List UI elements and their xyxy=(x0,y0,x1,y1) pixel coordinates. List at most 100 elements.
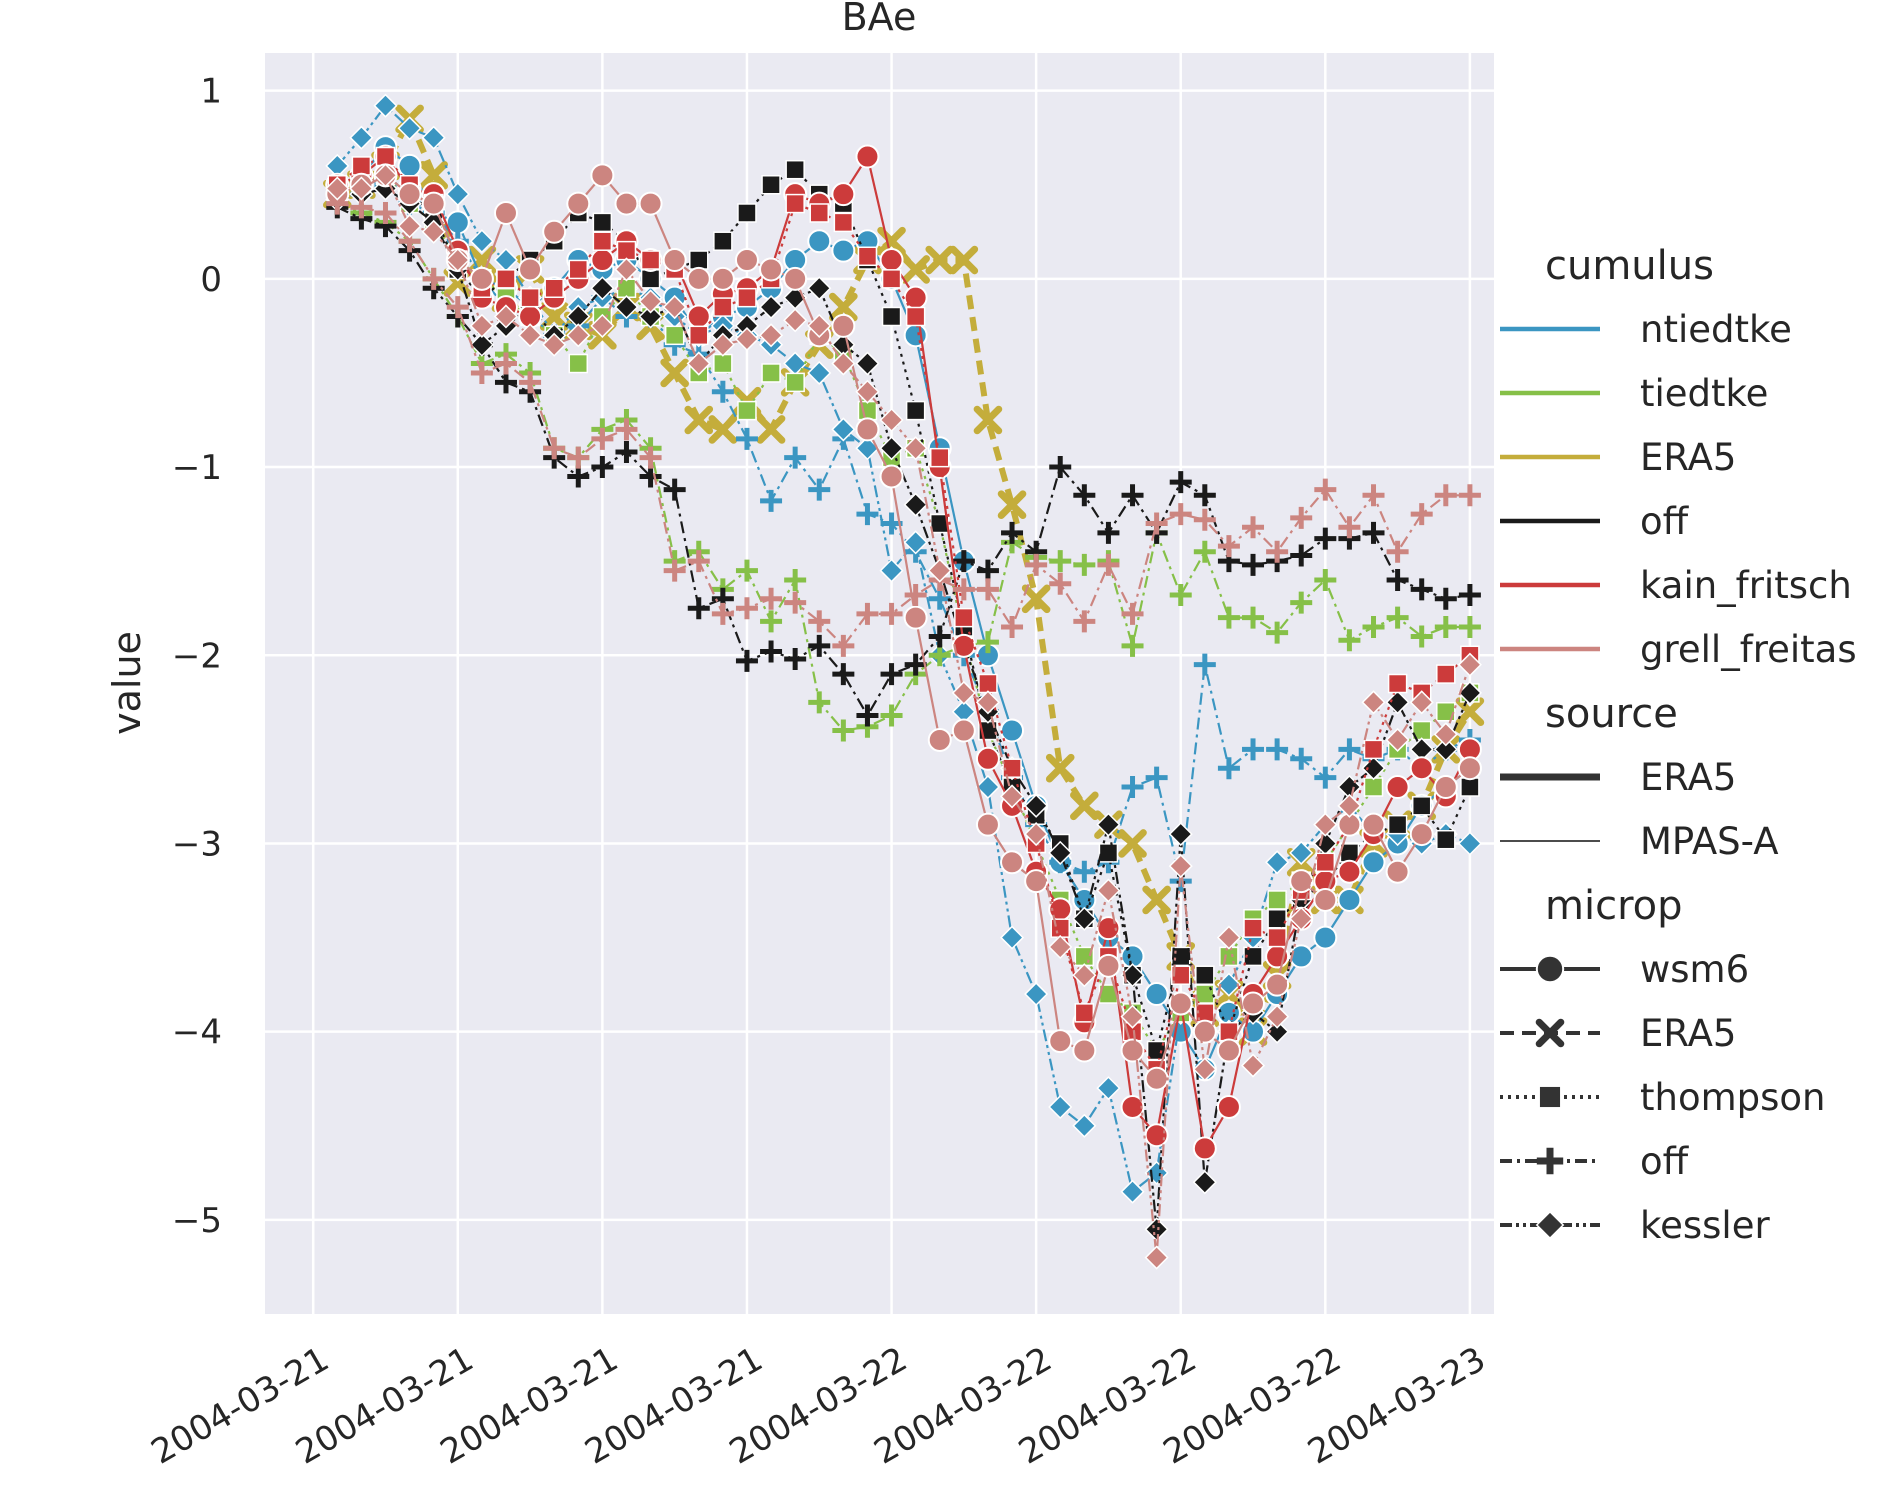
data-point xyxy=(1168,991,1193,1016)
data-point xyxy=(737,203,757,223)
data-point xyxy=(1168,822,1193,847)
data-point xyxy=(1267,890,1287,910)
data-point xyxy=(1314,568,1337,591)
data-point xyxy=(566,323,591,348)
data-point xyxy=(831,313,856,338)
data-point xyxy=(760,489,783,512)
data-point xyxy=(614,295,639,320)
data-point xyxy=(735,649,758,672)
data-point xyxy=(1217,535,1240,558)
data-point xyxy=(1096,953,1121,978)
data-point xyxy=(1049,456,1072,479)
data-point xyxy=(904,584,927,607)
data-point xyxy=(1313,812,1338,837)
data-point xyxy=(856,704,879,727)
data-point xyxy=(1118,829,1147,858)
data-point xyxy=(879,558,904,583)
data-point xyxy=(520,287,540,308)
data-point xyxy=(421,125,446,150)
data-point xyxy=(1144,1245,1169,1270)
data-point xyxy=(1168,854,1193,879)
data-point xyxy=(951,633,976,658)
data-point xyxy=(855,379,880,404)
data-point xyxy=(1193,508,1216,531)
data-point xyxy=(1097,521,1120,544)
data-point xyxy=(1385,859,1410,884)
data-point xyxy=(928,587,951,610)
y-tick-label: −2 xyxy=(172,636,222,676)
data-point xyxy=(1195,984,1215,1004)
data-point xyxy=(1144,1123,1169,1148)
data-point xyxy=(973,405,1003,435)
data-point xyxy=(758,323,784,348)
data-point xyxy=(880,663,903,686)
data-point xyxy=(784,568,807,591)
data-point xyxy=(1073,610,1096,633)
data-point xyxy=(879,248,904,273)
data-point xyxy=(493,200,518,225)
data-point xyxy=(856,602,879,625)
data-point xyxy=(761,174,781,195)
data-point xyxy=(879,407,904,433)
data-point xyxy=(397,214,422,239)
data-point xyxy=(373,163,398,188)
data-point xyxy=(901,255,930,284)
data-point xyxy=(493,304,519,329)
data-point xyxy=(976,578,999,601)
series-layer xyxy=(322,93,1485,1270)
data-point xyxy=(1073,860,1096,883)
data-point xyxy=(1242,738,1265,761)
data-point xyxy=(1001,616,1024,639)
data-point xyxy=(1024,981,1049,1007)
data-point xyxy=(496,269,516,289)
data-point xyxy=(469,313,494,338)
data-point xyxy=(542,219,567,244)
data-point xyxy=(539,302,569,331)
data-point xyxy=(543,437,566,460)
legend-marker xyxy=(1538,1085,1562,1109)
data-point xyxy=(1362,484,1385,507)
data-point xyxy=(1048,840,1073,865)
data-point xyxy=(1363,777,1384,797)
data-point xyxy=(686,304,711,329)
data-point xyxy=(687,597,710,620)
data-point xyxy=(1193,653,1216,676)
data-point xyxy=(1193,484,1216,507)
data-point xyxy=(375,146,396,167)
data-point xyxy=(1409,822,1434,847)
data-point xyxy=(879,436,904,461)
data-point xyxy=(1024,822,1049,847)
data-point xyxy=(1361,812,1386,837)
data-point xyxy=(855,351,880,376)
data-point xyxy=(566,191,591,216)
data-point xyxy=(640,250,661,270)
data-point xyxy=(975,774,1001,800)
data-point xyxy=(927,558,952,583)
data-point xyxy=(1267,909,1287,929)
data-point xyxy=(785,193,805,214)
data-point xyxy=(325,176,350,201)
data-point xyxy=(976,631,999,654)
data-point xyxy=(639,465,662,488)
data-point xyxy=(999,784,1025,809)
data-point xyxy=(1457,680,1482,705)
data-point xyxy=(469,332,494,357)
data-point xyxy=(686,351,711,376)
data-point xyxy=(1169,584,1192,607)
data-point xyxy=(469,229,494,254)
legend: cumulus ntiedtke tiedtke ERA5 off kain_fritsc… xyxy=(1500,243,1857,1247)
data-point xyxy=(1460,777,1480,797)
data-point xyxy=(735,597,758,620)
data-point xyxy=(951,680,976,705)
data-point xyxy=(999,925,1025,950)
data-point xyxy=(856,503,879,526)
data-point xyxy=(881,269,902,289)
data-point xyxy=(1314,766,1337,789)
data-point xyxy=(1120,1004,1145,1029)
data-point xyxy=(1313,887,1338,912)
y-axis-ticks: 1 0 −1 −2 −3 −4 −5 xyxy=(172,72,222,1241)
legend-label: tiedtke xyxy=(1640,372,1768,415)
data-point xyxy=(1338,516,1361,539)
data-point xyxy=(1144,1066,1169,1091)
data-point xyxy=(1170,965,1191,985)
